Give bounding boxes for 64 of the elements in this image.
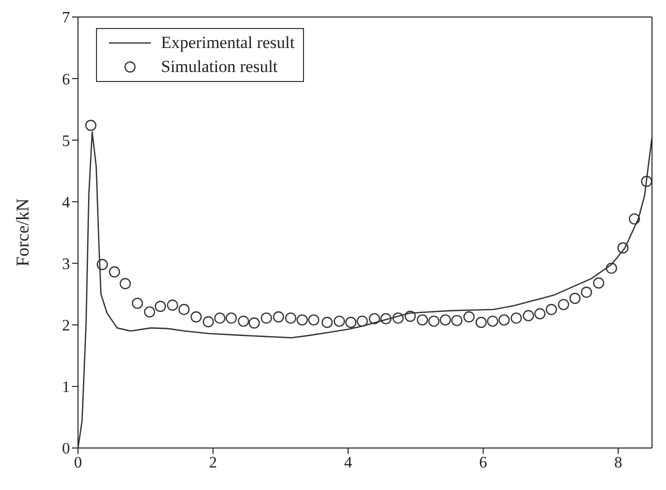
y-tick-label: 7: [62, 10, 70, 27]
point: [440, 314, 451, 326]
point: [120, 278, 131, 290]
point: [334, 316, 345, 327]
y-tick-label: 0: [62, 440, 70, 458]
point: [546, 304, 557, 316]
point: [226, 312, 237, 324]
point: [498, 314, 510, 326]
y-tick-label: 6: [62, 71, 70, 88]
point: [404, 310, 416, 322]
point: [345, 316, 356, 328]
point: [96, 258, 108, 270]
point: [178, 304, 190, 316]
point: [154, 300, 166, 312]
point: [144, 306, 156, 318]
point: [451, 314, 462, 326]
x-tick-label: 8: [614, 454, 622, 472]
point: [322, 316, 333, 328]
point: [487, 316, 498, 327]
point: [476, 316, 487, 328]
x-tick-label: 2: [209, 454, 218, 472]
y-tick-label: 3: [62, 256, 70, 273]
point: [593, 277, 604, 289]
point: [463, 311, 475, 322]
point: [296, 314, 308, 326]
x-tick-label: 6: [479, 454, 488, 472]
point: [132, 298, 144, 309]
point: [190, 311, 202, 322]
point: [260, 312, 272, 324]
legend-label: Simulation result: [161, 56, 278, 78]
legend-label: Experimental result: [161, 32, 295, 54]
point: [214, 312, 226, 324]
point: [166, 300, 178, 311]
point: [272, 311, 284, 322]
point: [558, 298, 570, 310]
point: [308, 314, 320, 326]
point: [569, 292, 581, 304]
point: [641, 176, 652, 187]
point: [428, 316, 440, 327]
point: [534, 308, 546, 320]
point: [202, 316, 214, 328]
point: [108, 266, 120, 278]
x-tick-label: 0: [74, 454, 82, 472]
y-axis-title: Force/kN: [12, 198, 32, 266]
x-tick-label: 4: [344, 454, 352, 472]
y-tick-label: 5: [62, 132, 70, 150]
point: [85, 120, 96, 131]
y-tick-label: 4: [62, 194, 70, 212]
point: [380, 313, 392, 324]
point: [522, 310, 534, 322]
point: [285, 312, 296, 324]
point: [392, 312, 404, 324]
point: [248, 317, 260, 329]
y-tick-label: 2: [62, 318, 70, 335]
point: [416, 314, 428, 326]
point: [368, 313, 380, 324]
point: [580, 286, 592, 298]
point: [238, 316, 250, 327]
point: [356, 316, 368, 327]
point: [628, 213, 640, 225]
point: [606, 262, 618, 274]
point: [510, 312, 522, 324]
point: [617, 242, 629, 254]
y-tick-label: 1: [62, 379, 70, 396]
